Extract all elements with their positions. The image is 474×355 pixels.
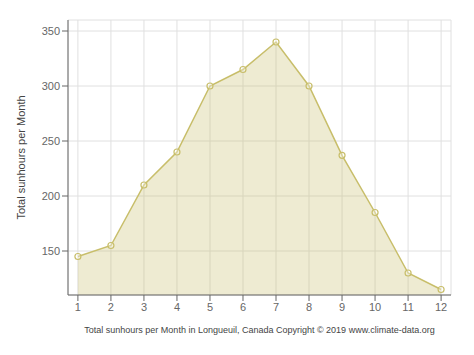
svg-text:5: 5 <box>207 301 213 313</box>
svg-text:2: 2 <box>108 301 114 313</box>
svg-text:150: 150 <box>42 245 60 257</box>
svg-text:Total sunhours per Month: Total sunhours per Month <box>15 95 27 219</box>
svg-text:12: 12 <box>435 301 447 313</box>
svg-text:3: 3 <box>141 301 147 313</box>
svg-text:7: 7 <box>273 301 279 313</box>
svg-text:350: 350 <box>42 25 60 37</box>
svg-text:300: 300 <box>42 80 60 92</box>
svg-text:Total sunhours per Month in Lo: Total sunhours per Month in Longueuil, C… <box>84 325 434 335</box>
svg-text:6: 6 <box>240 301 246 313</box>
svg-text:200: 200 <box>42 190 60 202</box>
svg-text:9: 9 <box>339 301 345 313</box>
svg-text:8: 8 <box>306 301 312 313</box>
svg-text:1: 1 <box>75 301 81 313</box>
svg-text:10: 10 <box>369 301 381 313</box>
svg-text:11: 11 <box>402 301 413 313</box>
svg-text:4: 4 <box>174 301 180 313</box>
svg-text:250: 250 <box>42 135 60 147</box>
